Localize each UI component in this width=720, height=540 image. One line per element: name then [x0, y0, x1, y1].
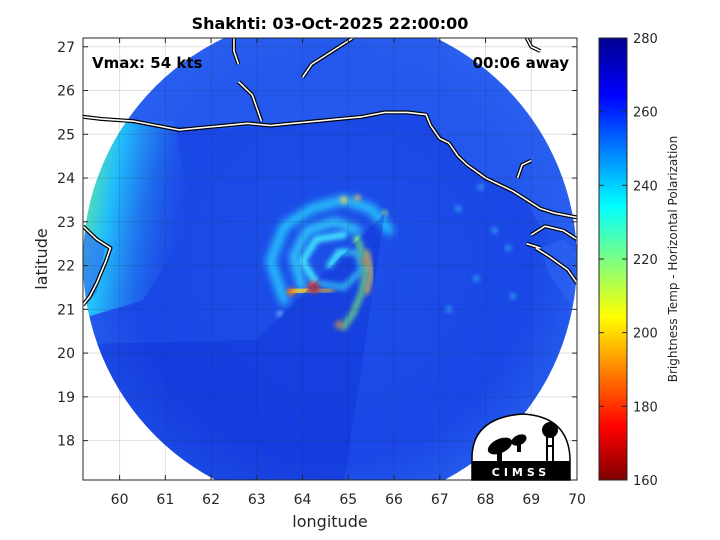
axis-ticks [83, 38, 578, 480]
colorbar-ticks: 160 180 200 220 240 260 280 [599, 32, 658, 489]
colorbar-tick-label: 220 [633, 253, 658, 268]
coast-line [530, 225, 577, 240]
y-tick-label: 19 [57, 390, 75, 406]
y-tick-label: 20 [57, 346, 75, 362]
y-tick-label: 26 [57, 84, 75, 100]
rainband [363, 249, 375, 295]
rainband [266, 195, 394, 306]
y-tick-label: 18 [57, 434, 75, 450]
convective-cell [445, 306, 452, 313]
axes-frame [82, 37, 578, 481]
y-tick-label: 25 [57, 127, 75, 143]
coast-line [516, 159, 532, 179]
land-west [83, 230, 106, 310]
rainband [289, 217, 362, 292]
x-tick-label: 62 [202, 492, 220, 508]
x-tick-label: 66 [385, 492, 403, 508]
convective-cell [491, 227, 498, 234]
coastlines-white [83, 38, 577, 306]
cold-spot [382, 210, 388, 216]
x-tick-label: 64 [294, 492, 312, 508]
convective-cell [477, 183, 484, 190]
grid-lines [83, 38, 578, 480]
west-warm-region [83, 121, 193, 319]
cold-spot [334, 320, 344, 330]
cimss-logo: CIMSS [471, 413, 571, 481]
x-tick-label: 63 [248, 492, 266, 508]
x-tick-labels: 60 61 62 63 64 65 66 67 68 69 70 [111, 492, 586, 508]
convective-cell [455, 205, 462, 212]
colorbar-label: Brightness Temp - Horizontal Polarizatio… [666, 136, 680, 383]
y-axis-label: latitude [32, 228, 51, 289]
x-tick-label: 69 [522, 492, 540, 508]
y-tick-label: 21 [57, 302, 75, 318]
cold-spot [360, 257, 368, 265]
y-tick-label: 27 [57, 40, 75, 56]
y-tick-label: 22 [57, 259, 75, 275]
colorbar-tick-label: 200 [633, 327, 658, 342]
time-offset-annotation: 00:06 away [473, 54, 570, 72]
scan-edge-shade [83, 213, 385, 480]
land-north [83, 38, 577, 235]
x-tick-label: 65 [339, 492, 357, 508]
colorbar-tick-label: 240 [633, 179, 658, 194]
colorbar-tick-label: 260 [633, 106, 658, 121]
coast-line [301, 38, 354, 78]
rainband [299, 231, 366, 291]
y-tick-label: 23 [57, 215, 75, 231]
coast-line [525, 38, 541, 52]
y-tick-labels: 18 19 20 21 22 23 24 25 26 27 [57, 40, 75, 450]
cold-spot [307, 281, 320, 294]
coast-line [233, 38, 240, 65]
colorbar-tick-label: 180 [633, 400, 658, 415]
chart-title: Shakhti: 03-Oct-2025 22:00:00 [192, 14, 469, 33]
colorbar-tick-label: 160 [633, 474, 658, 489]
cold-convection [266, 183, 516, 331]
coast-line [237, 81, 263, 122]
coast-line [535, 247, 577, 284]
x-tick-label: 61 [156, 492, 174, 508]
x-tick-label: 68 [477, 492, 495, 508]
cold-spot [354, 194, 361, 201]
coast-line [83, 111, 577, 219]
cold-spot [287, 287, 296, 296]
x-tick-label: 67 [431, 492, 449, 508]
convective-cell [509, 293, 516, 300]
y-tick-label: 24 [57, 171, 75, 187]
colorbar-tick-label: 280 [633, 32, 658, 47]
svg-text:CIMSS: CIMSS [492, 466, 550, 479]
coast-line [83, 225, 112, 306]
x-tick-label: 70 [568, 492, 586, 508]
convective-cell [505, 245, 512, 252]
convective-cell [473, 275, 480, 282]
x-axis-label: longitude [292, 512, 367, 531]
microwave-swath [83, 38, 577, 480]
coast-line [526, 242, 541, 249]
cold-spot [340, 196, 348, 204]
cold-spot [277, 311, 283, 317]
x-tick-label: 60 [111, 492, 129, 508]
rainband [340, 235, 371, 331]
vmax-annotation: Vmax: 54 kts [92, 54, 202, 72]
